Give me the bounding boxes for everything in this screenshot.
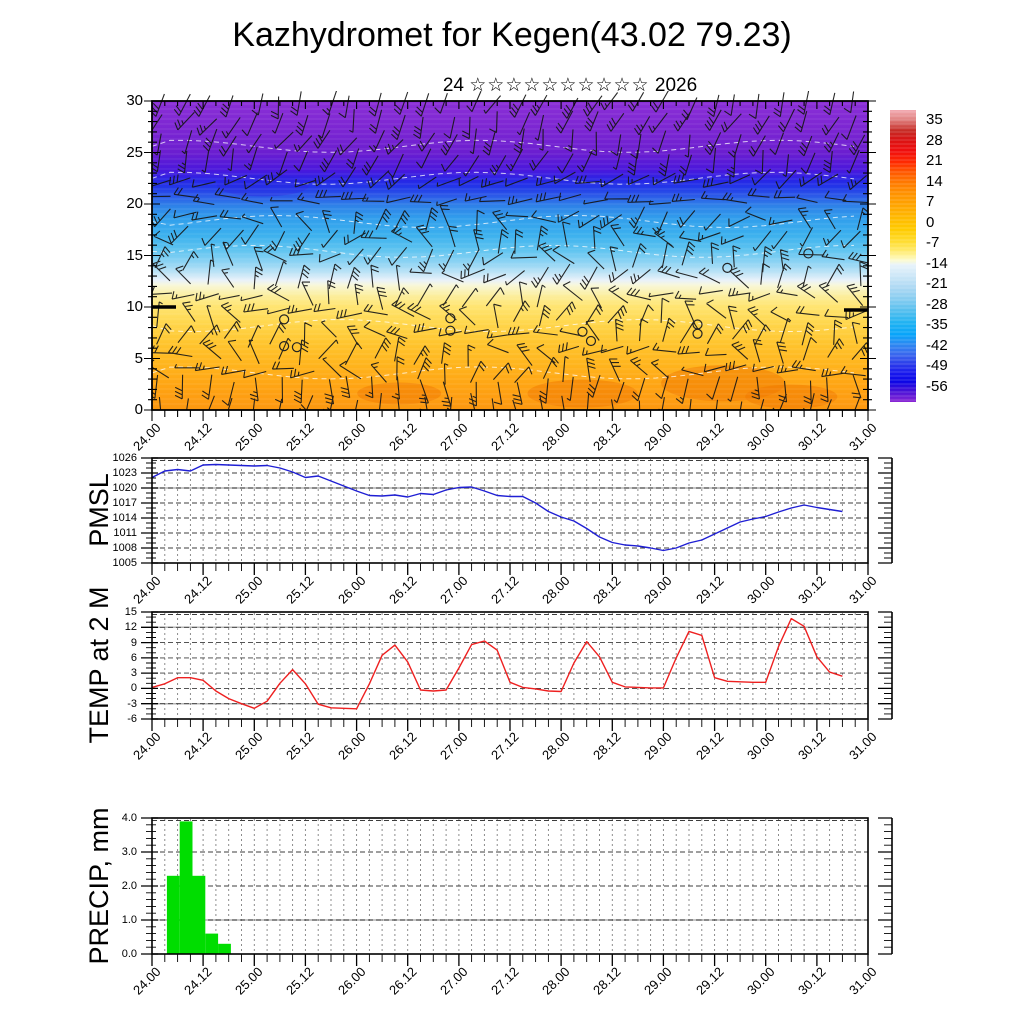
subtitle-stars: ☆☆☆☆☆☆☆☆☆☆ <box>469 75 650 96</box>
y-tick-label: 1011 <box>113 527 137 539</box>
y-tick-label: 9 <box>130 636 137 649</box>
y-tick-label: 1020 <box>112 482 137 494</box>
y-tick-label: 6 <box>130 651 137 664</box>
xsec-y-tick-label: 20 <box>126 195 143 212</box>
colorbar-tick-label: -56 <box>926 378 948 396</box>
xsec-y-tick-label: 15 <box>126 246 143 264</box>
colorbar-tick-label: 7 <box>926 193 935 211</box>
colorbar-tick-label: -49 <box>926 357 948 375</box>
subtitle-day: 24 <box>442 75 464 96</box>
y-tick-label: 15 <box>124 606 137 618</box>
colorbar-tick-label: 28 <box>926 131 943 149</box>
y-tick-label: 1017 <box>112 497 137 509</box>
y-tick-label: -3 <box>127 697 137 710</box>
colorbar-tick-label: -28 <box>926 295 948 313</box>
colorbar-tick-label: -14 <box>926 254 948 272</box>
y-tick-label: 1026 <box>112 452 137 464</box>
y-tick-label: 1005 <box>112 557 137 569</box>
xsec-y-tick-label: 30 <box>126 92 143 109</box>
colorbar-tick-label: 14 <box>926 172 943 190</box>
colorbar-tick-label: 35 <box>926 111 943 128</box>
y-tick-label: 0.0 <box>121 948 137 960</box>
y-tick-label: -6 <box>127 713 137 725</box>
y-tick-label: 1014 <box>112 512 137 524</box>
colorbar-tick-label: 21 <box>926 152 943 170</box>
y-tick-label: 12 <box>124 621 137 634</box>
colorbar-tick-label: 0 <box>926 213 935 231</box>
colorbar-tick-label: -7 <box>926 234 940 252</box>
xsec-y-tick-label: 0 <box>134 401 143 418</box>
y-tick-label: 1008 <box>112 542 137 554</box>
figure-subtitle: 24 ☆☆☆☆☆☆☆☆☆☆ 2026 <box>170 74 970 97</box>
y-tick-label: 3.0 <box>121 846 137 858</box>
xsec-y-tick-label: 25 <box>126 143 143 161</box>
y-tick-label: 1.0 <box>121 914 137 926</box>
xsec-y-tick-label: 10 <box>126 298 143 315</box>
colorbar-tick-label: -35 <box>926 316 948 334</box>
y-tick-label: 3 <box>130 667 137 680</box>
figure-title: Kazhydromet for Kegen(43.02 79.23) <box>232 16 792 54</box>
colorbar-tick-label: -42 <box>926 336 948 354</box>
y-tick-label: 4.0 <box>121 812 137 824</box>
y-tick-label: 1023 <box>112 467 137 479</box>
colorbar-tick-label: -21 <box>926 275 948 293</box>
subtitle-year: 2026 <box>654 75 698 96</box>
xsec-y-tick-label: 5 <box>134 349 143 367</box>
y-tick-label: 2.0 <box>121 880 137 892</box>
y-tick-label: 0 <box>130 682 137 695</box>
